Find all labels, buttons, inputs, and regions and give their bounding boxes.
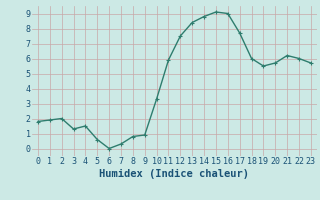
X-axis label: Humidex (Indice chaleur): Humidex (Indice chaleur) [100, 169, 249, 179]
